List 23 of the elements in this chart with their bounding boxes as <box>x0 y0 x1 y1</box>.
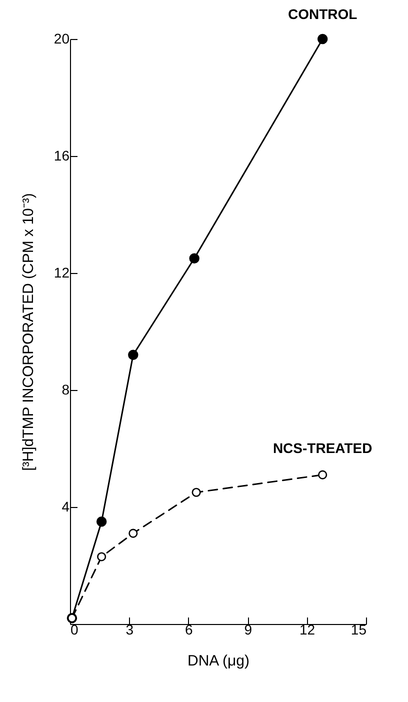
y-axis-title: [³H]dTMP INCORPORATED (CPM x 10⁻³) <box>20 193 37 471</box>
y-tick-label: 12 <box>54 264 70 280</box>
point <box>318 470 328 480</box>
point <box>128 350 138 360</box>
y-tick-label: 8 <box>62 382 70 398</box>
x-axis-title: DNA (μg) <box>188 652 250 670</box>
series-label: NCS-TREATED <box>272 440 372 456</box>
y-tick-label: 16 <box>54 148 70 164</box>
y-tick-label: 4 <box>62 498 70 514</box>
point <box>96 516 107 527</box>
x-tick-label: 3 <box>126 622 134 638</box>
point <box>97 552 106 562</box>
x-tick-label: 15 <box>350 622 367 638</box>
point <box>192 488 201 497</box>
x-tick-label: 9 <box>244 622 252 638</box>
series-label: CONTROL <box>288 6 358 22</box>
x-tick-label: 12 <box>300 622 316 638</box>
x-tick-label: 6 <box>185 622 193 638</box>
x-tick-label: 0 <box>70 622 78 638</box>
y-tick-label: 20 <box>54 30 70 46</box>
point <box>128 528 138 538</box>
point <box>189 253 200 264</box>
point <box>317 34 328 44</box>
